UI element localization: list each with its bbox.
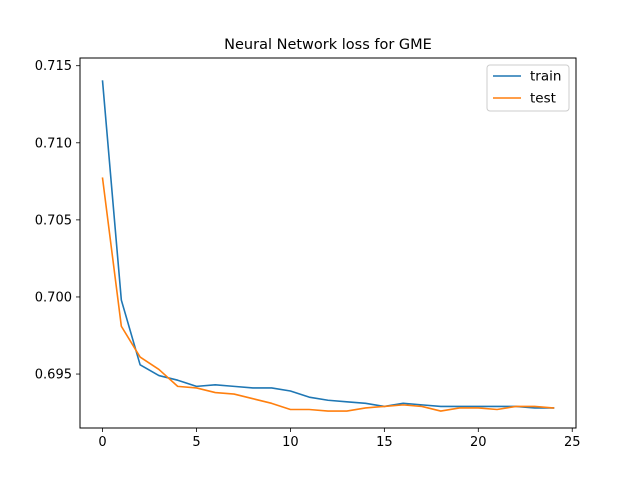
- legend: train test: [486, 64, 570, 112]
- chart-title: Neural Network loss for GME: [224, 37, 432, 53]
- x-tick-label: 15: [376, 435, 393, 450]
- x-tick-label: 10: [282, 435, 299, 450]
- x-axis-ticks: 0 5 10 15 20 25: [98, 428, 581, 450]
- x-tick-label: 20: [470, 435, 487, 450]
- legend-label-test: test: [530, 91, 556, 107]
- y-tick-label: 0.695: [35, 368, 72, 383]
- y-tick-label: 0.700: [35, 290, 72, 305]
- y-tick-label: 0.715: [35, 59, 72, 74]
- x-tick-label: 25: [564, 435, 581, 450]
- y-tick-label: 0.710: [35, 136, 72, 151]
- plot-area-frame: [79, 57, 577, 429]
- x-tick-label: 0: [98, 435, 106, 450]
- series-lines: [101, 80, 555, 412]
- series-line-test: [101, 177, 555, 412]
- y-tick-label: 0.705: [35, 213, 72, 228]
- x-tick-label: 5: [192, 435, 200, 450]
- series-line-train: [101, 80, 555, 409]
- y-axis-ticks: 0.695 0.700 0.705 0.710 0.715: [35, 59, 80, 383]
- legend-label-train: train: [530, 69, 561, 85]
